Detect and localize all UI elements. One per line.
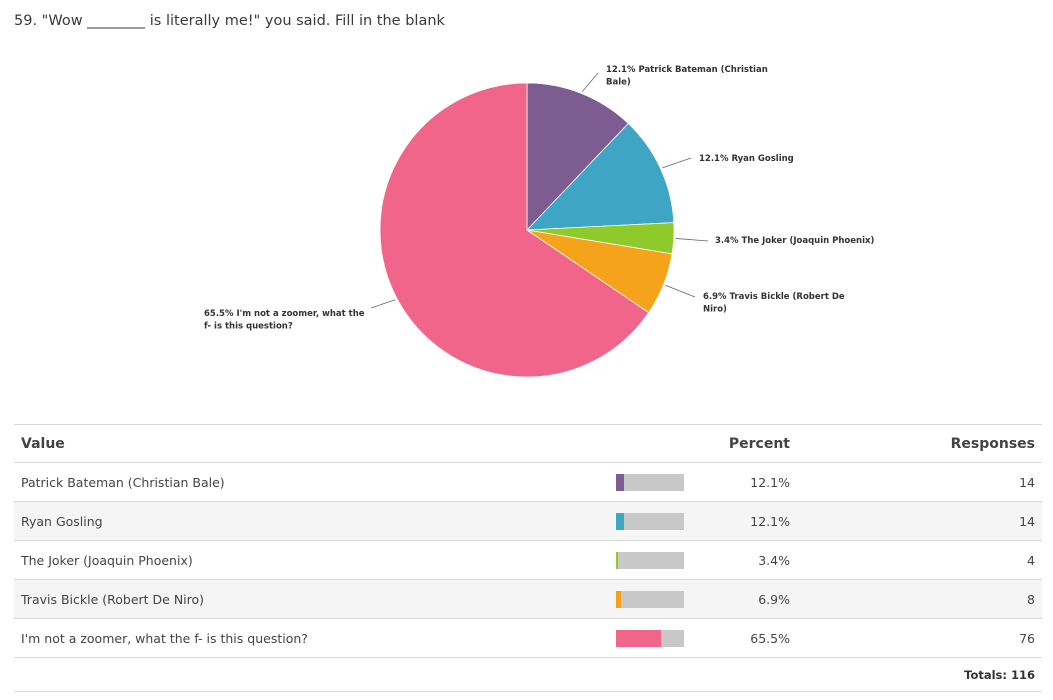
pie-slice: [379, 82, 650, 378]
pie-label-line: Bale): [606, 78, 631, 88]
row-value: Ryan Gosling: [14, 501, 549, 541]
percent-bar-track: [616, 590, 684, 608]
table-row: I'm not a zoomer, what the f- is this qu…: [14, 618, 1042, 658]
percent-bar-fill: [616, 551, 619, 569]
pie-slices: [379, 82, 675, 378]
pie-label-line: 65.5% I'm not a zoomer, what the: [204, 309, 365, 319]
row-percent: 3.4%: [693, 540, 808, 580]
pie-leader-line: [370, 299, 396, 309]
totals-row: Totals: 116: [14, 657, 1042, 692]
row-responses: 14: [808, 501, 1042, 541]
pie-leader-line: [581, 72, 599, 92]
header-bar: [549, 424, 693, 463]
pie-label-line: Niro): [703, 305, 727, 315]
question-title: 59. "Wow ________ is literally me!" you …: [14, 13, 445, 29]
pie-leader-line: [662, 157, 692, 169]
row-bar: [549, 618, 693, 658]
pie-leader-line: [675, 238, 709, 242]
row-responses: 4: [808, 540, 1042, 580]
table-row: The Joker (Joaquin Phoenix) 3.4% 4: [14, 540, 1042, 580]
pie-labels: 12.1% Patrick Bateman (Christian Bale)12.…: [204, 65, 874, 332]
results-table: Value Percent Responses Patrick Bateman …: [14, 424, 1042, 692]
pie-label-line: 12.1% Patrick Bateman (Christian: [606, 65, 768, 75]
pie-slice: [526, 122, 675, 231]
header-responses: Responses: [808, 424, 1042, 463]
pie-slice: [526, 82, 629, 232]
row-bar: [549, 579, 693, 619]
totals-label: Totals: 116: [14, 657, 1042, 692]
percent-bar-fill: [616, 629, 661, 647]
row-percent: 65.5%: [693, 618, 808, 658]
header-value: Value: [14, 424, 549, 463]
pie-label: 6.9% Travis Bickle (Robert De Niro): [703, 292, 845, 315]
pie-label: 65.5% I'm not a zoomer, what the f- is th…: [204, 309, 365, 332]
pie-chart: 12.1% Patrick Bateman (Christian Bale)12.…: [204, 65, 874, 378]
pie-leader-lines: [370, 72, 709, 309]
pie-label: 12.1% Ryan Gosling: [699, 154, 794, 164]
table-row: Ryan Gosling 12.1% 14: [14, 501, 1042, 541]
percent-bar-fill: [616, 590, 621, 608]
percent-bar-track: [616, 473, 684, 491]
table-body: Patrick Bateman (Christian Bale) 12.1% 14 R…: [14, 462, 1042, 658]
row-value: The Joker (Joaquin Phoenix): [14, 540, 549, 580]
row-responses: 76: [808, 618, 1042, 658]
row-percent: 12.1%: [693, 501, 808, 541]
table-row: Travis Bickle (Robert De Niro) 6.9% 8: [14, 579, 1042, 619]
pie-label: 3.4% The Joker (Joaquin Phoenix): [715, 236, 874, 246]
pie-label-line: 6.9% Travis Bickle (Robert De: [703, 292, 845, 302]
row-percent: 6.9%: [693, 579, 808, 619]
pie-label-line: f- is this question?: [204, 322, 293, 332]
percent-bar-track: [616, 512, 684, 530]
pie-label-line: 3.4% The Joker (Joaquin Phoenix): [715, 236, 874, 246]
percent-bar-fill: [616, 473, 625, 491]
percent-bar-fill: [616, 512, 625, 530]
pie-label: 12.1% Patrick Bateman (Christian Bale): [606, 65, 768, 88]
row-value: Travis Bickle (Robert De Niro): [14, 579, 549, 619]
table-row: Patrick Bateman (Christian Bale) 12.1% 14: [14, 462, 1042, 502]
pie-leader-line: [665, 284, 696, 298]
table-header-row: Value Percent Responses: [14, 424, 1042, 463]
percent-bar-track: [616, 629, 684, 647]
percent-bar-track: [616, 551, 684, 569]
row-bar: [549, 462, 693, 502]
row-value: I'm not a zoomer, what the f- is this qu…: [14, 618, 549, 658]
row-bar: [549, 501, 693, 541]
row-percent: 12.1%: [693, 462, 808, 502]
row-value: Patrick Bateman (Christian Bale): [14, 462, 549, 502]
pie-label-line: 12.1% Ryan Gosling: [699, 154, 794, 164]
row-responses: 8: [808, 579, 1042, 619]
row-bar: [549, 540, 693, 580]
header-percent: Percent: [693, 424, 808, 463]
row-responses: 14: [808, 462, 1042, 502]
